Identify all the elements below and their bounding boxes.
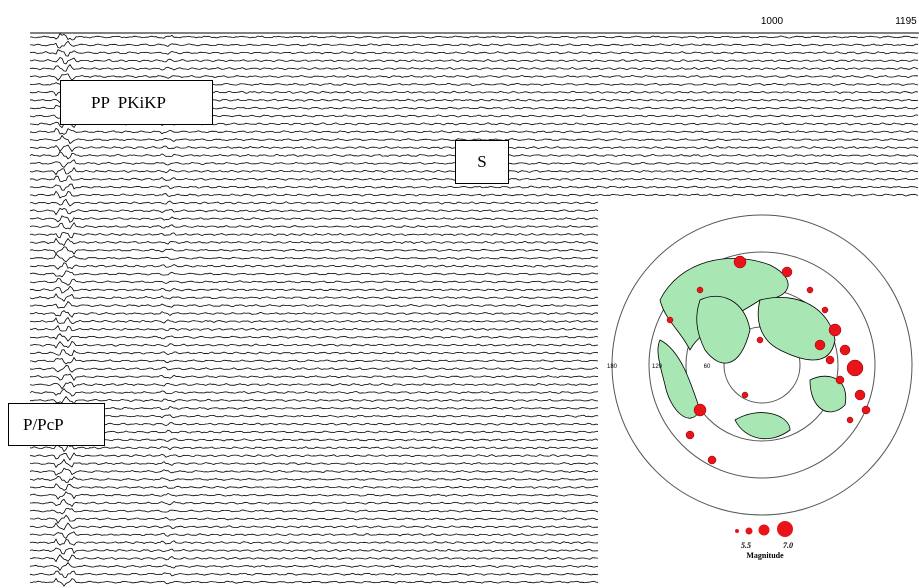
- trace: [30, 247, 600, 254]
- event-dot: [855, 390, 865, 400]
- trace: [30, 334, 600, 342]
- event-dot: [734, 256, 746, 268]
- trace: [30, 128, 918, 134]
- trace: [30, 58, 918, 64]
- trace: [30, 254, 600, 262]
- trace: [30, 278, 600, 285]
- axis-tick-label: 1195: [895, 16, 917, 27]
- trace: [30, 350, 600, 356]
- map-label: 180: [607, 364, 618, 370]
- trace: [30, 184, 918, 190]
- trace: [30, 341, 600, 348]
- trace: [30, 492, 600, 499]
- trace: [30, 286, 600, 293]
- event-dot: [840, 345, 850, 355]
- trace: [30, 515, 600, 523]
- trace: [30, 459, 600, 467]
- trace: [30, 191, 918, 198]
- phase-label: S: [455, 140, 509, 184]
- legend-dot: [735, 529, 739, 533]
- trace: [30, 238, 600, 245]
- trace: [30, 499, 600, 506]
- trace: [30, 539, 600, 545]
- legend-dot: [746, 528, 753, 535]
- trace: [30, 445, 600, 451]
- trace: [30, 578, 600, 586]
- event-dot: [815, 340, 825, 350]
- trace: [30, 216, 600, 223]
- legend-title: Magnitude: [746, 551, 784, 560]
- event-dot: [742, 392, 748, 398]
- trace: [30, 508, 600, 514]
- trace: [30, 397, 600, 404]
- trace: [30, 523, 600, 530]
- event-dot: [847, 360, 863, 376]
- trace: [30, 366, 600, 373]
- trace: [30, 571, 600, 577]
- trace: [30, 311, 600, 318]
- legend-min: 5.5: [741, 541, 751, 550]
- event-dot: [667, 317, 673, 323]
- trace: [30, 271, 600, 277]
- trace: [30, 413, 600, 419]
- trace: [30, 563, 600, 571]
- legend-max: 7.0: [783, 541, 793, 550]
- event-dot: [822, 307, 828, 313]
- trace: [30, 382, 600, 389]
- trace: [30, 65, 918, 72]
- trace: [30, 430, 600, 436]
- axis-tick-label: 1000: [761, 16, 784, 27]
- trace: [30, 555, 600, 562]
- trace: [30, 389, 600, 396]
- trace: [30, 406, 600, 411]
- trace: [30, 468, 600, 475]
- event-dot: [847, 417, 853, 423]
- trace: [30, 420, 600, 427]
- event-dot: [829, 324, 841, 336]
- trace: [30, 476, 600, 482]
- event-dot: [826, 356, 834, 364]
- figure: 1000 1195 180 120 60 5.5 7.0 Magnitude P…: [0, 0, 919, 588]
- phase-label: P/PcP: [8, 403, 105, 446]
- map-label: 120: [652, 364, 663, 370]
- trace: [30, 532, 600, 539]
- trace: [30, 484, 600, 491]
- trace: [30, 223, 600, 229]
- trace: [30, 199, 600, 206]
- trace: [30, 294, 600, 301]
- event-dot: [708, 456, 716, 464]
- trace: [30, 318, 600, 324]
- trace: [30, 374, 600, 380]
- event-dot: [694, 404, 706, 416]
- trace: [30, 358, 600, 364]
- map-label: 60: [704, 364, 711, 370]
- event-dot: [686, 431, 694, 439]
- event-dot: [862, 406, 870, 414]
- legend-dot: [777, 521, 793, 537]
- event-dot: [836, 376, 844, 384]
- event-dot: [757, 337, 763, 343]
- trace: [30, 302, 600, 308]
- trace: [30, 50, 918, 57]
- event-dot: [807, 287, 813, 293]
- event-dot: [782, 267, 792, 277]
- trace: [30, 208, 600, 214]
- trace: [30, 232, 600, 238]
- trace: [30, 437, 600, 443]
- trace: [30, 548, 600, 554]
- phase-label: PP PKiKP: [60, 80, 213, 125]
- trace: [30, 41, 918, 48]
- trace: [30, 34, 918, 40]
- legend-dot: [759, 525, 770, 536]
- trace: [30, 453, 600, 460]
- trace: [30, 326, 600, 332]
- event-dot: [697, 287, 703, 293]
- trace: [30, 263, 600, 270]
